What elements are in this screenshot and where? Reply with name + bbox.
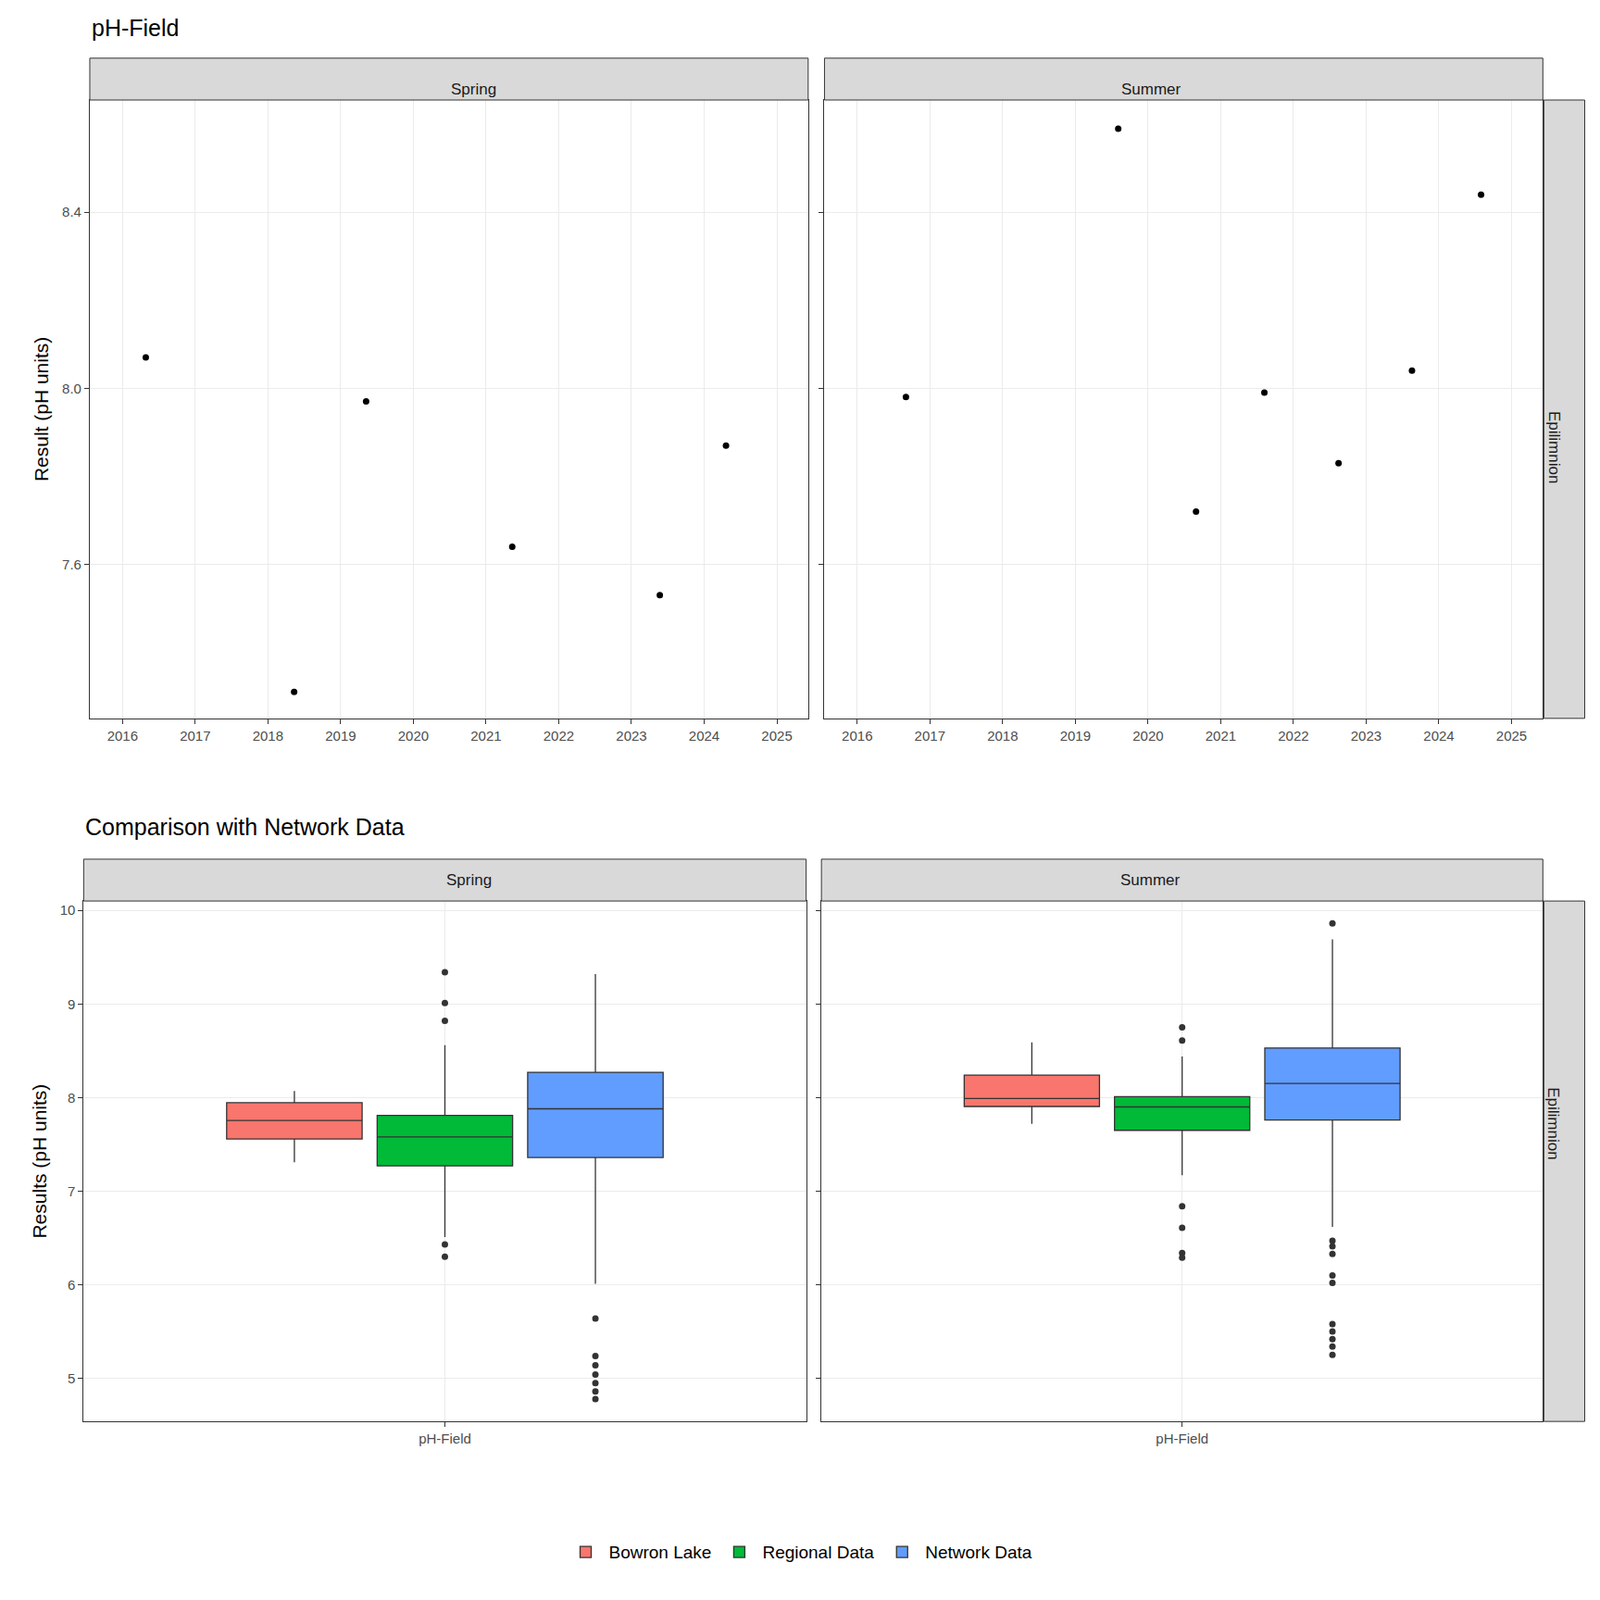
svg-text:pH-Field: pH-Field [91, 14, 179, 41]
svg-text:Spring: Spring [450, 80, 497, 99]
svg-text:2021: 2021 [470, 727, 501, 744]
svg-text:Comparison with Network Data: Comparison with Network Data [85, 813, 405, 840]
svg-text:Regional Data: Regional Data [762, 1542, 875, 1563]
svg-text:pH-Field: pH-Field [1155, 1430, 1209, 1447]
svg-text:2025: 2025 [761, 727, 792, 744]
svg-text:2021: 2021 [1205, 727, 1237, 744]
svg-text:Epilimnion: Epilimnion [1544, 1087, 1563, 1160]
svg-text:2023: 2023 [1350, 727, 1382, 744]
svg-text:2020: 2020 [398, 727, 429, 744]
svg-text:7.6: 7.6 [62, 556, 82, 573]
svg-text:pH-Field: pH-Field [418, 1430, 472, 1447]
svg-text:2019: 2019 [325, 727, 356, 744]
svg-text:2023: 2023 [615, 727, 647, 744]
svg-text:2022: 2022 [1277, 727, 1309, 744]
svg-text:2019: 2019 [1060, 727, 1091, 744]
svg-text:Spring: Spring [446, 871, 492, 889]
svg-text:7: 7 [67, 1183, 75, 1200]
svg-text:2025: 2025 [1496, 727, 1527, 744]
svg-text:9: 9 [67, 996, 75, 1013]
svg-text:2020: 2020 [1132, 727, 1163, 744]
svg-text:2016: 2016 [841, 727, 873, 744]
svg-text:2017: 2017 [914, 727, 946, 744]
svg-text:2024: 2024 [688, 727, 720, 744]
svg-text:2018: 2018 [987, 727, 1018, 744]
svg-text:8.4: 8.4 [62, 203, 82, 220]
svg-text:2022: 2022 [543, 727, 575, 744]
svg-text:Result (pH units): Result (pH units) [30, 337, 52, 482]
svg-text:10: 10 [60, 901, 76, 918]
svg-text:5: 5 [67, 1370, 75, 1387]
svg-text:2018: 2018 [252, 727, 284, 744]
svg-text:Results (pH units): Results (pH units) [28, 1084, 50, 1239]
svg-text:Summer: Summer [1120, 871, 1181, 889]
svg-text:2016: 2016 [107, 727, 138, 744]
svg-text:2017: 2017 [179, 727, 211, 744]
svg-text:Summer: Summer [1121, 80, 1182, 99]
svg-text:2024: 2024 [1423, 727, 1454, 744]
svg-text:Network Data: Network Data [925, 1542, 1033, 1563]
svg-text:8.0: 8.0 [62, 380, 82, 397]
svg-text:6: 6 [67, 1276, 75, 1293]
svg-text:8: 8 [67, 1089, 75, 1106]
svg-text:Epilimnion: Epilimnion [1545, 411, 1563, 484]
svg-text:Bowron Lake: Bowron Lake [609, 1542, 713, 1563]
